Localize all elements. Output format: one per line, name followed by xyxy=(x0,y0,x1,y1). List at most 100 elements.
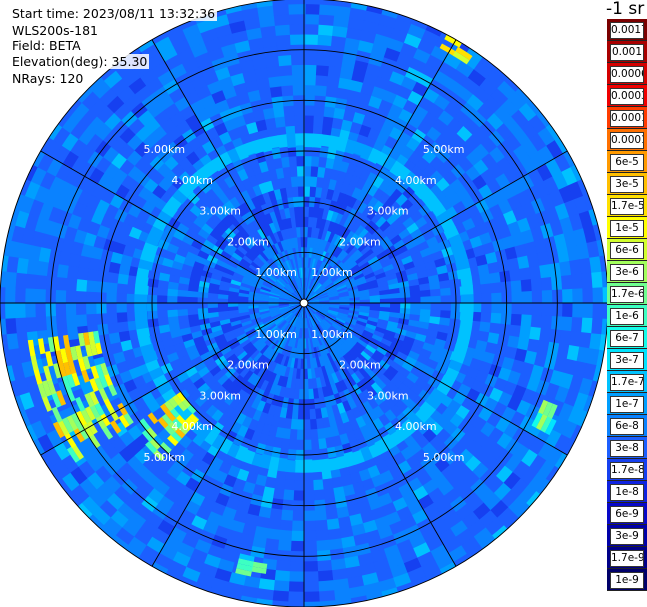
data-cell xyxy=(294,257,299,269)
data-cell xyxy=(339,356,349,368)
data-cell xyxy=(167,280,179,290)
data-cell xyxy=(305,318,308,329)
data-cell xyxy=(28,243,42,261)
data-cell xyxy=(319,304,330,308)
data-cell xyxy=(352,251,364,262)
data-cell xyxy=(302,571,319,583)
data-cell xyxy=(317,309,328,315)
data-cell xyxy=(314,313,323,323)
data-cell xyxy=(259,312,271,318)
feature-cell xyxy=(84,406,96,421)
data-cell xyxy=(361,363,373,376)
colorbar-cell: 0.00017 xyxy=(607,107,647,129)
data-cell xyxy=(230,72,247,87)
data-cell xyxy=(53,125,72,146)
data-cell xyxy=(239,391,251,405)
data-cell xyxy=(268,75,283,88)
data-cell xyxy=(380,259,393,269)
data-cell xyxy=(196,382,210,395)
colorbar-cell: 6e-9 xyxy=(607,503,647,525)
data-cell xyxy=(191,75,209,91)
data-cell xyxy=(511,109,530,129)
data-cell xyxy=(217,293,229,299)
data-cell xyxy=(357,367,369,379)
data-cell xyxy=(366,208,379,221)
data-cell xyxy=(390,297,401,304)
data-cell xyxy=(393,387,406,401)
colorbar-title: -1 sr xyxy=(606,0,645,19)
feature-cell xyxy=(141,429,154,442)
ring-cell xyxy=(319,458,331,472)
data-cell xyxy=(217,306,229,312)
data-cell xyxy=(373,246,386,257)
data-cell xyxy=(118,369,133,384)
data-cell xyxy=(308,305,319,311)
data-cell xyxy=(322,279,332,288)
data-cell xyxy=(370,353,383,365)
data-cell xyxy=(179,80,197,97)
data-cell xyxy=(80,242,94,258)
data-cell xyxy=(304,226,309,238)
data-cell xyxy=(327,374,335,386)
data-cell xyxy=(536,442,555,462)
data-cell xyxy=(29,419,47,439)
data-cell xyxy=(216,413,230,427)
feature-cell xyxy=(101,425,114,440)
data-cell xyxy=(566,345,580,363)
data-cell xyxy=(286,601,304,607)
data-cell xyxy=(385,325,398,334)
ring-cell xyxy=(440,374,456,389)
data-cell xyxy=(300,308,304,319)
data-cell xyxy=(373,515,390,531)
data-cell xyxy=(45,428,63,448)
data-cell xyxy=(269,361,278,373)
data-cell xyxy=(326,528,342,541)
data-cell xyxy=(156,309,168,319)
data-cell xyxy=(270,312,281,318)
ring-cell xyxy=(360,144,374,161)
data-cell xyxy=(285,408,293,420)
data-cell xyxy=(213,385,226,398)
data-cell xyxy=(181,56,201,73)
data-cell xyxy=(319,218,327,230)
data-cell xyxy=(510,280,522,294)
data-cell xyxy=(322,488,335,500)
data-cell xyxy=(316,570,334,582)
data-cell xyxy=(258,87,273,100)
data-cell xyxy=(242,111,257,125)
data-cell xyxy=(258,356,269,368)
data-cell xyxy=(275,280,285,289)
data-cell xyxy=(184,365,198,378)
data-cell xyxy=(309,327,314,339)
data-cell xyxy=(325,314,336,322)
data-cell xyxy=(373,33,392,48)
data-cell xyxy=(359,299,371,304)
data-cell xyxy=(187,296,198,303)
ring-cell xyxy=(196,425,212,441)
data-cell xyxy=(309,358,315,369)
data-cell xyxy=(299,368,304,380)
data-cell xyxy=(553,356,568,374)
data-cell xyxy=(227,294,239,300)
data-cell xyxy=(252,243,263,255)
data-cell xyxy=(434,257,447,269)
data-cell xyxy=(83,231,98,247)
data-cell xyxy=(283,418,292,430)
data-cell xyxy=(283,105,296,117)
data-cell xyxy=(398,228,411,240)
data-cell xyxy=(75,277,88,292)
ring-cell xyxy=(381,433,397,451)
data-cell xyxy=(304,165,312,177)
data-cell xyxy=(235,204,247,217)
data-cell xyxy=(304,216,309,228)
data-cell xyxy=(25,315,37,333)
data-cell xyxy=(243,272,255,281)
data-cell xyxy=(365,62,383,77)
range-label: 4.00km xyxy=(171,174,213,187)
data-cell xyxy=(312,315,320,325)
data-cell xyxy=(36,259,49,276)
data-cell xyxy=(229,282,241,290)
data-cell xyxy=(276,353,284,365)
feature-cell xyxy=(167,434,179,447)
data-cell xyxy=(218,314,230,321)
